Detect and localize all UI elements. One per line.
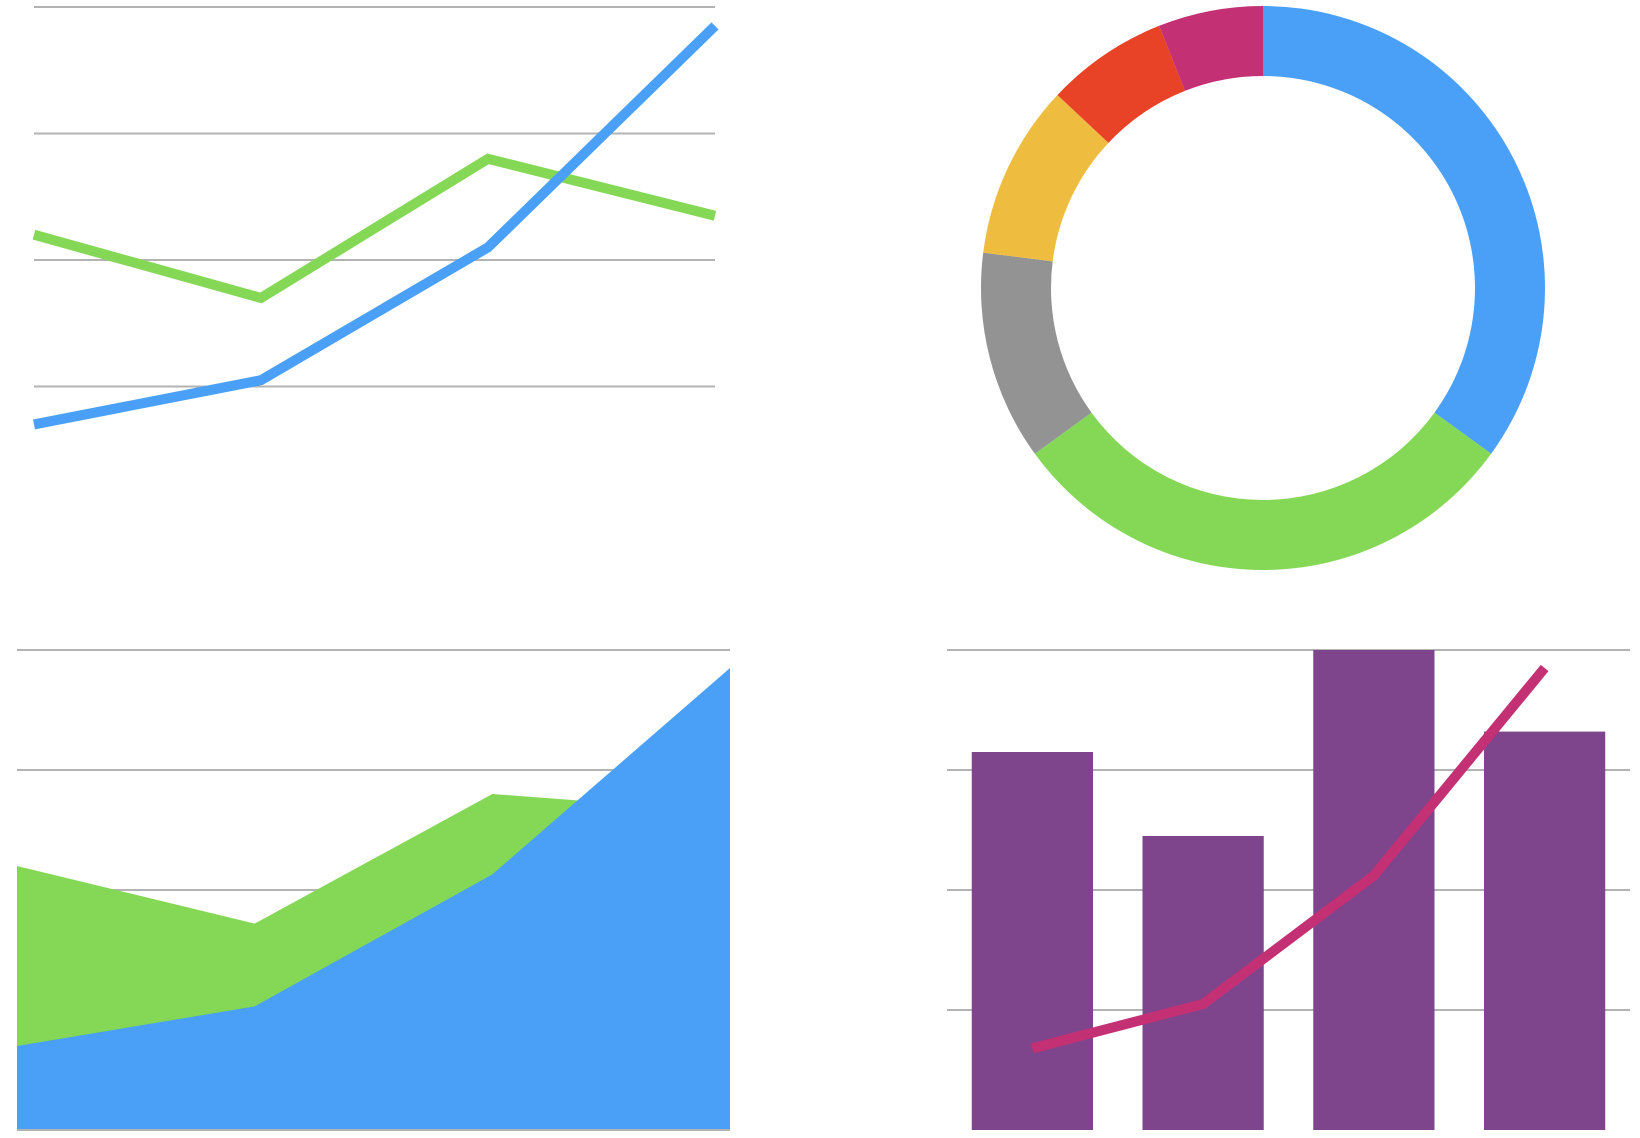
line-chart-series-1	[33, 22, 719, 430]
combo-chart-panel	[920, 640, 1640, 1138]
combo-chart-bar-2	[1313, 650, 1435, 1130]
donut-slice-1	[1034, 412, 1492, 570]
donut-chart-panel	[960, 0, 1580, 590]
donut-chart	[981, 6, 1545, 570]
combo-chart-bar-3	[1484, 731, 1606, 1130]
area-chart-panel	[0, 640, 740, 1138]
donut-slice-4	[1057, 25, 1185, 143]
combo-chart	[947, 649, 1630, 1130]
area-chart-series-1	[17, 668, 730, 1130]
combo-chart-bar-1	[1142, 836, 1264, 1130]
donut-slice-2	[981, 252, 1092, 454]
line-chart-series-0	[32, 153, 717, 304]
combo-chart-line-series	[1031, 664, 1549, 1054]
donut-slice-0	[1263, 6, 1545, 454]
combo-chart-bar-0	[971, 752, 1093, 1130]
donut-slice-5	[1159, 6, 1263, 91]
line-chart	[32, 6, 719, 430]
line-chart-panel	[0, 0, 720, 520]
area-chart	[17, 649, 730, 1131]
donut-slice-3	[983, 94, 1109, 262]
